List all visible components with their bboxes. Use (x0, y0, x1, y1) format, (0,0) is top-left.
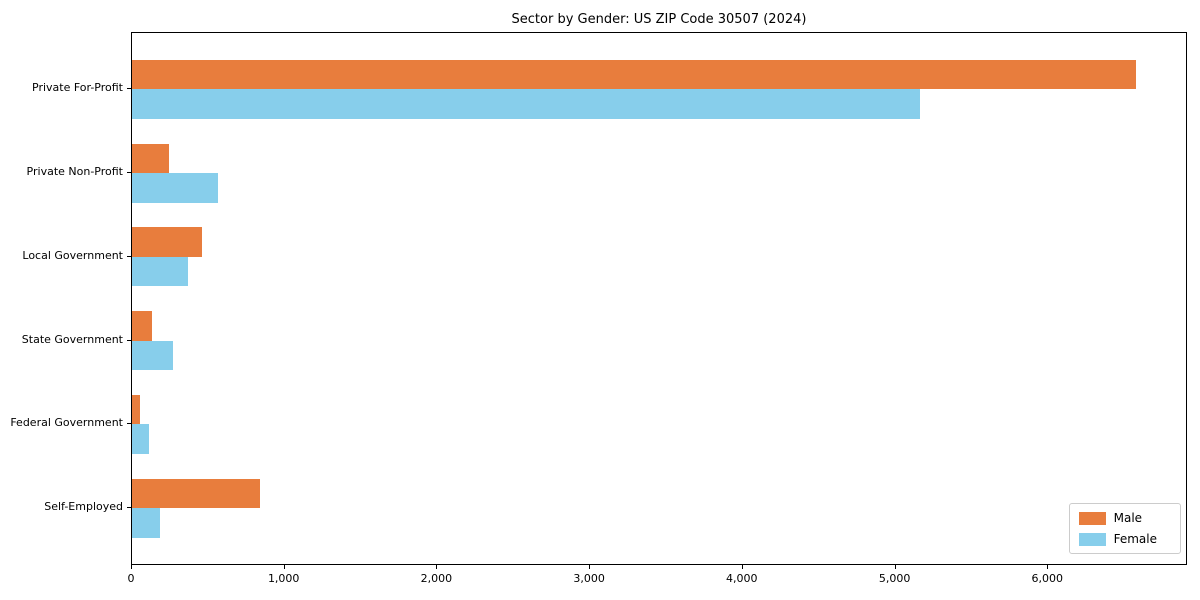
y-tick-state-government (127, 339, 131, 341)
y-tick-self-employed (127, 507, 131, 509)
bar-male-federal-government (132, 394, 140, 425)
legend-label-female: Female (1113, 532, 1157, 546)
legend-item-female: Female (1078, 532, 1171, 546)
legend-swatch-male (1078, 511, 1106, 525)
x-label-2000: 2,000 (420, 572, 453, 585)
bar-male-private-non-profit (132, 143, 169, 174)
x-label-3000: 3,000 (573, 572, 605, 585)
legend-label-male: Male (1113, 511, 1143, 525)
y-label-federal-government: Federal Government (10, 416, 123, 430)
x-tick-0 (131, 565, 132, 569)
y-tick-local-government (127, 255, 131, 257)
x-tick-5000 (894, 565, 896, 569)
x-label-6000: 6,000 (1031, 572, 1064, 585)
x-label-0: 0 (127, 572, 135, 585)
x-tick-3000 (589, 565, 591, 569)
y-label-private-for-profit: Private For-Profit (32, 81, 123, 95)
legend-swatch-female (1078, 532, 1106, 546)
bar-male-local-government (132, 227, 203, 257)
y-tick-private-non-profit (127, 172, 131, 174)
bar-female-self-employed (132, 508, 160, 538)
x-tick-2000 (436, 565, 438, 569)
bar-female-local-government (132, 256, 188, 287)
bar-female-federal-government (132, 424, 150, 454)
y-label-private-non-profit: Private Non-Profit (26, 165, 123, 179)
y-tick-federal-government (127, 423, 131, 425)
y-tick-private-for-profit (127, 88, 131, 90)
chart-title: Sector by Gender: US ZIP Code 30507 (202… (511, 12, 807, 27)
y-label-local-government: Local Government (22, 248, 123, 262)
x-label-1000: 1,000 (267, 572, 300, 585)
x-tick-6000 (1047, 565, 1049, 569)
y-label-state-government: State Government (21, 332, 123, 346)
bar-male-self-employed (132, 478, 261, 509)
plot-area: Male Female (131, 32, 1187, 565)
bar-male-state-government (132, 311, 152, 341)
x-tick-1000 (283, 565, 285, 569)
legend: Male Female (1068, 503, 1181, 554)
y-label-self-employed: Self-Employed (44, 500, 123, 514)
bar-female-private-for-profit (132, 89, 920, 119)
bar-male-private-for-profit (132, 59, 1137, 90)
x-label-4000: 4,000 (726, 572, 758, 585)
bar-female-state-government (132, 340, 173, 371)
legend-item-male: Male (1078, 511, 1171, 525)
bar-female-private-non-profit (132, 173, 218, 203)
x-tick-4000 (741, 565, 743, 569)
x-label-5000: 5,000 (878, 572, 911, 585)
